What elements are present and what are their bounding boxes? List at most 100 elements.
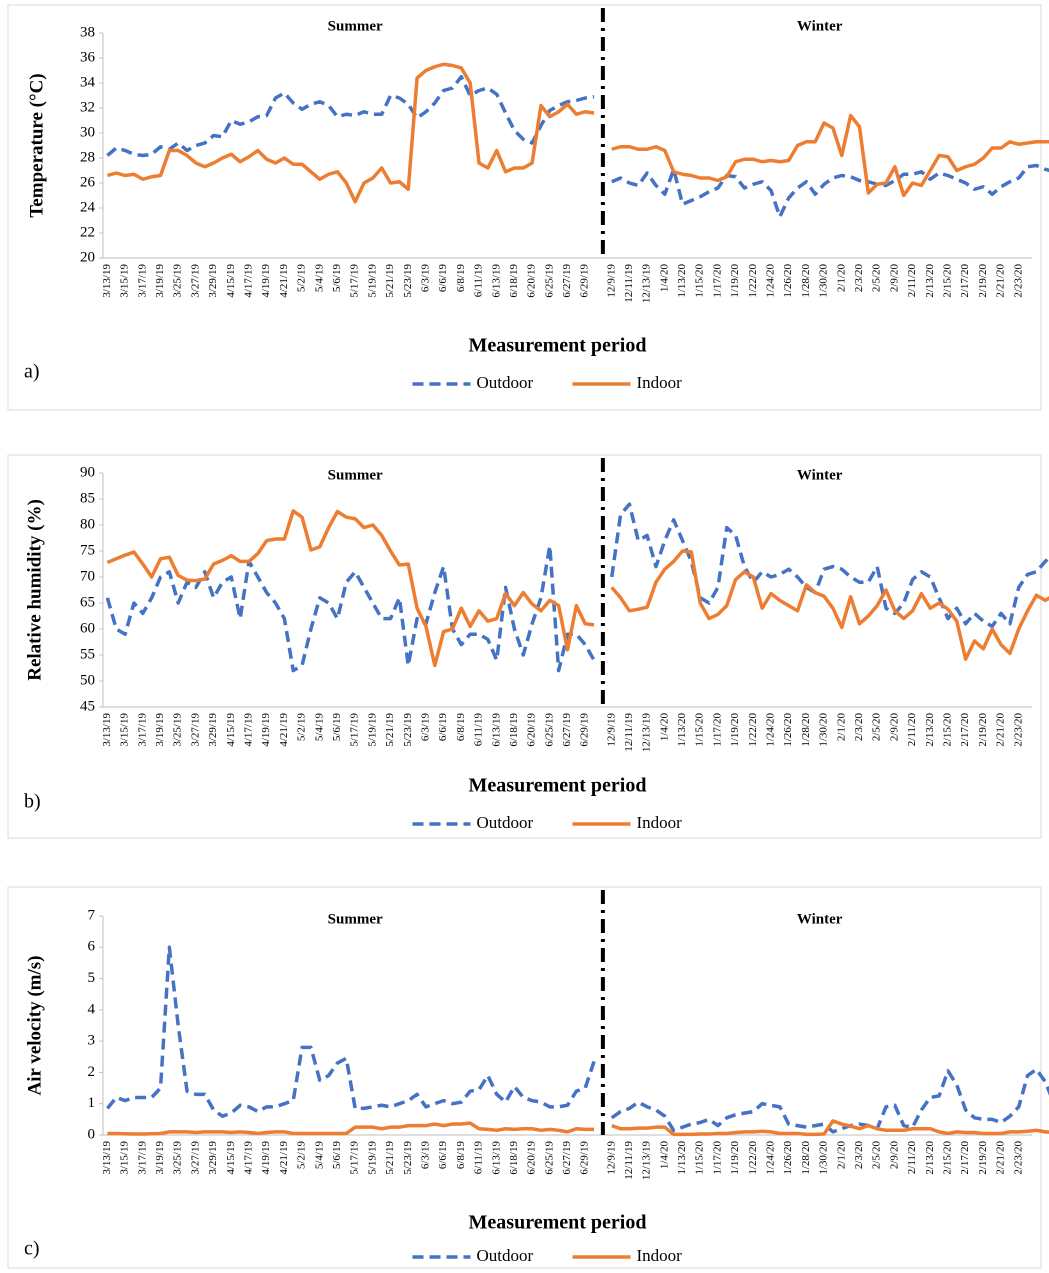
x-tick-label: 3/17/19 [136, 713, 148, 747]
y-axis-title: Relative humidity (%) [24, 499, 45, 681]
legend-label: Outdoor [477, 813, 534, 832]
x-tick-label: 2/23/20 [1012, 713, 1024, 747]
season-label: Winter [797, 18, 843, 34]
x-tick-label: 2/23/20 [1012, 1141, 1024, 1175]
x-tick-label: 2/5/20 [871, 1141, 883, 1170]
x-tick-label: 1/24/20 [765, 264, 777, 298]
x-tick-label: 6/20/19 [526, 1141, 538, 1175]
x-tick-label: 12/13/19 [641, 264, 653, 304]
x-tick-label: 2/15/20 [941, 264, 953, 298]
x-tick-label: 2/21/20 [995, 1141, 1007, 1175]
x-tick-label: 6/3/19 [419, 713, 431, 742]
y-tick-label: 70 [80, 568, 95, 584]
series-line [106, 509, 1049, 668]
x-tick-label: 4/21/19 [278, 264, 290, 298]
x-tick-label: 4/17/19 [243, 264, 255, 298]
season-label: Summer [328, 467, 383, 483]
x-tick-label: 3/25/19 [172, 713, 184, 747]
x-tick-label: 6/6/19 [437, 1141, 449, 1170]
x-tick-label: 2/17/20 [959, 264, 971, 298]
x-tick-label: 1/26/20 [782, 264, 794, 298]
x-tick-label: 1/22/20 [747, 1141, 759, 1175]
x-tick-label: 4/21/19 [278, 713, 290, 747]
x-tick-label: 5/6/19 [331, 1141, 343, 1170]
x-tick-label: 12/11/19 [623, 1141, 635, 1180]
x-tick-label: 6/3/19 [419, 1141, 431, 1170]
y-tick-label: 24 [80, 199, 96, 215]
series-line [106, 945, 1049, 1134]
y-tick-label: 7 [88, 907, 96, 923]
x-tick-label: 6/20/19 [526, 713, 538, 747]
x-tick-label: 1/30/20 [818, 1141, 830, 1175]
x-tick-label: 6/29/19 [579, 264, 591, 298]
x-tick-label: 3/15/19 [119, 713, 131, 747]
x-tick-label: 5/17/19 [349, 1141, 361, 1175]
season-label: Summer [328, 911, 383, 927]
x-tick-label: 5/19/19 [366, 1141, 378, 1175]
legend-label: Indoor [637, 813, 683, 832]
x-tick-label: 2/21/20 [995, 713, 1007, 747]
x-tick-label: 2/19/20 [977, 713, 989, 747]
x-axis-title: Measurement period [469, 1212, 647, 1234]
x-tick-label: 1/15/20 [694, 1141, 706, 1175]
y-tick-label: 4 [88, 1001, 96, 1017]
x-tick-label: 1/19/20 [729, 713, 741, 747]
y-tick-label: 3 [88, 1033, 96, 1049]
x-tick-label: 4/19/19 [260, 713, 272, 747]
y-axis-title: Air velocity (m/s) [24, 956, 45, 1096]
x-tick-label: 2/17/20 [959, 1141, 971, 1175]
y-tick-label: 22 [80, 224, 95, 240]
x-tick-label: 3/19/19 [154, 713, 166, 747]
x-tick-label: 1/26/20 [782, 1141, 794, 1175]
x-tick-label: 3/27/19 [189, 713, 201, 747]
x-tick-label: 2/19/20 [977, 1141, 989, 1175]
x-tick-label: 5/19/19 [366, 264, 378, 298]
x-tick-label: 1/28/20 [800, 713, 812, 747]
x-tick-label: 2/15/20 [941, 1141, 953, 1175]
x-tick-label: 1/15/20 [694, 713, 706, 747]
x-tick-label: 6/6/19 [437, 713, 449, 742]
y-tick-label: 20 [80, 249, 95, 265]
x-tick-label: 12/13/19 [641, 1141, 653, 1181]
x-tick-label: 12/13/19 [641, 713, 653, 753]
x-tick-label: 3/15/19 [119, 1141, 131, 1175]
x-tick-label: 5/2/19 [296, 1141, 308, 1170]
x-tick-label: 1/19/20 [729, 1141, 741, 1175]
x-tick-label: 2/13/20 [924, 713, 936, 747]
legend-label: Indoor [637, 373, 683, 392]
y-tick-label: 30 [80, 124, 95, 140]
x-tick-label: 6/11/19 [473, 713, 485, 747]
x-tick-label: 2/3/20 [853, 1141, 865, 1170]
panel-label: a) [24, 361, 40, 383]
x-tick-label: 12/11/19 [623, 713, 635, 752]
y-tick-label: 2 [88, 1064, 96, 1080]
x-tick-label: 1/30/20 [818, 264, 830, 298]
x-tick-label: 2/9/20 [888, 264, 900, 293]
y-tick-label: 45 [80, 698, 95, 714]
x-tick-label: 1/17/20 [711, 1141, 723, 1175]
x-tick-label: 6/18/19 [508, 1141, 520, 1175]
x-tick-label: 6/13/19 [490, 713, 502, 747]
x-tick-label: 6/3/19 [419, 264, 431, 293]
x-tick-label: 5/21/19 [384, 713, 396, 747]
x-tick-label: 6/11/19 [473, 264, 485, 298]
series-line [105, 502, 1049, 673]
x-tick-label: 1/17/20 [711, 713, 723, 747]
x-tick-label: 3/19/19 [154, 264, 166, 298]
x-tick-label: 5/6/19 [331, 264, 343, 293]
y-tick-label: 75 [80, 542, 95, 558]
x-tick-label: 2/5/20 [871, 713, 883, 742]
legend-label: Outdoor [477, 1246, 534, 1265]
x-tick-label: 3/29/19 [207, 264, 219, 298]
x-tick-label: 5/21/19 [384, 264, 396, 298]
x-tick-label: 1/4/20 [658, 264, 670, 293]
x-tick-label: 6/25/19 [543, 713, 555, 747]
x-tick-label: 3/29/19 [207, 713, 219, 747]
y-tick-label: 0 [88, 1126, 96, 1142]
panel-label: c) [24, 1238, 40, 1260]
x-tick-label: 5/23/19 [402, 1141, 414, 1175]
x-tick-label: 12/11/19 [623, 264, 635, 303]
x-tick-label: 12/9/19 [605, 1141, 617, 1175]
x-tick-label: 5/2/19 [296, 264, 308, 293]
x-tick-label: 3/17/19 [136, 1141, 148, 1175]
